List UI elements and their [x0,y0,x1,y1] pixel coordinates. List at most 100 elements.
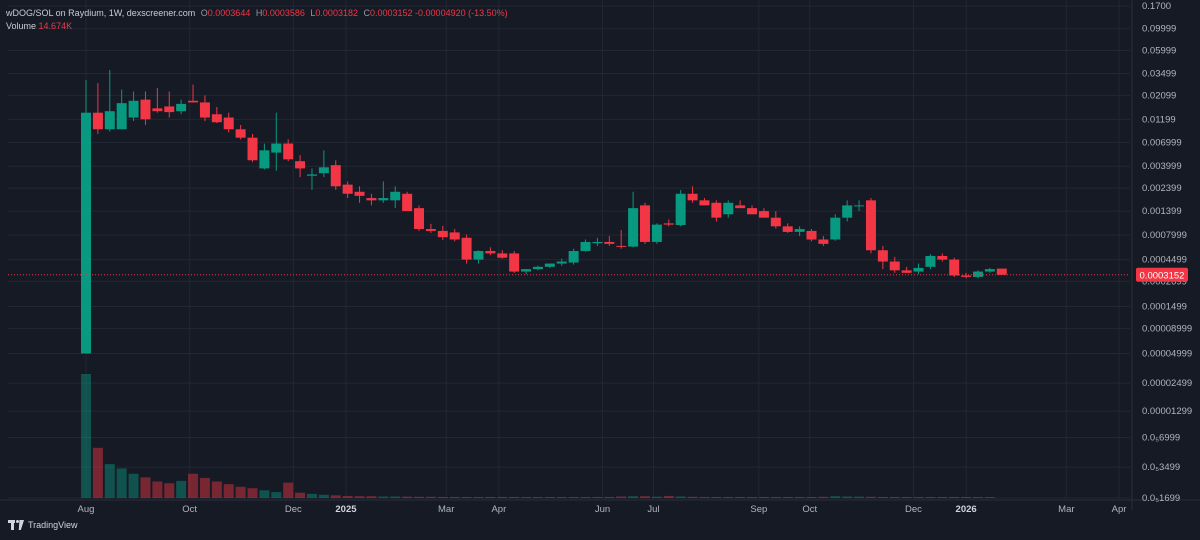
candle-body [259,150,270,169]
price-tick-label: 0.00008999 [1142,323,1192,334]
candle-body [461,237,472,260]
candle-body [984,269,995,272]
volume-bar [830,496,841,498]
volume-bar [699,496,710,498]
volume-bar [782,497,793,498]
last-price-tag [1136,267,1188,282]
candle-body [806,230,817,240]
volume-bars [81,374,995,498]
candle-body [366,198,377,201]
volume-bar [164,483,175,498]
volume-bar [271,492,282,498]
volume-bar [616,496,627,498]
candle-body [473,251,484,260]
volume-bar [723,497,734,498]
volume-bar [437,496,448,498]
time-tick-label: Dec [285,504,302,515]
volume-bar [747,497,758,498]
time-tick-label: Dec [905,504,922,515]
volume-bar [961,497,972,498]
volume-bar [330,495,341,498]
candle-body [925,255,936,267]
volume-bar [806,497,817,498]
price-tick-label: 0.00001299 [1142,406,1192,417]
volume-bar [711,497,722,498]
low-value: 0.0003182 [315,8,358,18]
volume-bar [687,496,698,498]
price-tick-label: 0.003999 [1142,161,1182,172]
volume-bar [675,496,686,498]
volume-bar [473,497,484,498]
price-tick-label: 0.0002699 [1142,276,1187,287]
time-tick-label: Sep [750,504,767,515]
volume-bar [366,496,377,498]
volume-bar [937,497,948,498]
legend-ohlc-row: wDOG/SOL on Raydium, 1W, dexscreener.com… [6,7,508,20]
volume-bar [414,496,425,498]
low-label: L [310,8,316,18]
candle-body [628,208,639,247]
volume-bar [449,496,460,498]
volume-bar [949,497,960,498]
high-label: H [255,8,263,18]
close-value: 0.0003152 [369,8,413,18]
change-value: -0.00004920 (-13.50%) [415,8,508,18]
tradingview-logo[interactable]: TradingView [8,520,78,530]
volume-bar [509,497,520,498]
volume-bar [318,494,329,498]
price-tick-label: 0.002399 [1142,183,1182,194]
volume-bar [390,496,401,498]
volume-bar [247,488,258,498]
grid-lines [0,0,1200,510]
candle-body [544,263,555,267]
volume-bar [842,496,853,498]
candle-body [794,229,805,232]
candle-body [842,205,853,218]
time-tick-label: Oct [182,504,197,515]
volume-bar [854,496,865,498]
candle-body [747,208,758,215]
volume-bar [544,497,555,498]
volume-bar [556,497,567,498]
volume-bar [735,497,746,498]
price-axis[interactable]: 0.1700 0.09999 0.05999 0.03499 0.02099 0.0119… [1136,1,1192,504]
candle-body [913,267,924,272]
price-tick-label: 0.03499 [1142,69,1176,80]
price-tick-label: 0.0₅3499 [1142,462,1180,473]
volume-bar [342,495,353,498]
volume-bar [973,497,984,498]
candle-body [616,245,627,247]
candle-body [604,241,615,244]
volume-bar [758,497,769,498]
candle-body [497,253,508,258]
candle-body [414,208,425,230]
candle-body [437,230,448,238]
volume-bar [295,492,306,498]
candle-body [402,193,413,212]
volume-bar [235,486,246,498]
chart-legend: wDOG/SOL on Raydium, 1W, dexscreener.com… [6,7,508,33]
candle-body [865,200,876,251]
volume-bar [223,484,234,498]
volume-bar [651,496,662,498]
volume-bar [628,496,639,498]
candle-body [295,161,306,169]
volume-bar [152,481,163,498]
volume-bar [497,497,508,498]
legend-volume-row: Volume 14.674K [6,20,508,33]
volume-bar [461,497,472,498]
candle-body [116,103,127,130]
candle-body [889,261,900,271]
candle-body [830,217,841,240]
time-axis[interactable]: Aug Oct Dec 2025 Mar Apr Jun Jul Sep Oct Dec 2026 Ma… [78,504,1127,515]
volume-bar [402,496,413,498]
volume-bar [865,496,876,498]
volume-bar [521,497,532,498]
candle-body [877,250,888,262]
close-label: C [363,8,370,18]
volume-bar [140,477,151,498]
candle-body [235,129,246,138]
volume-bar [639,496,650,498]
volume-bar [877,497,888,498]
